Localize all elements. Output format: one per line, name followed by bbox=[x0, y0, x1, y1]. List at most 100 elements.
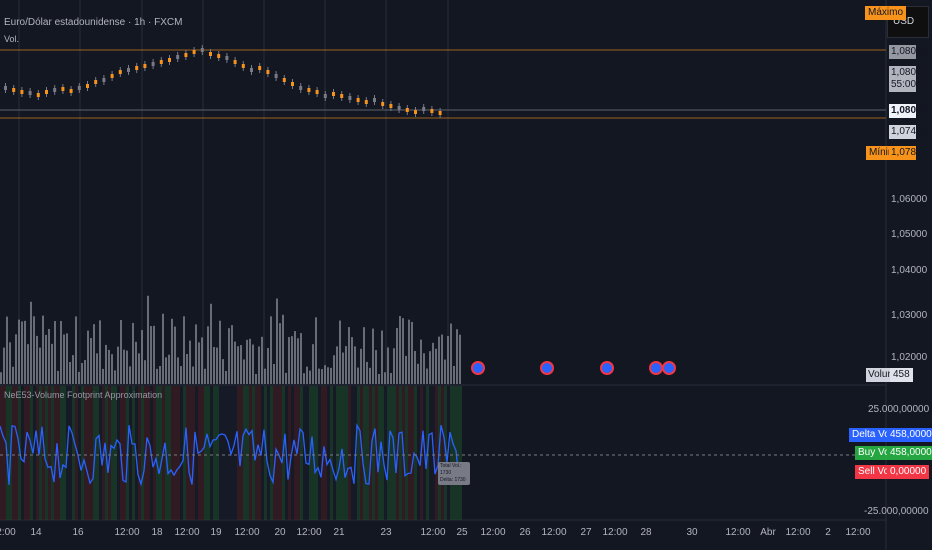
volume-bar bbox=[333, 355, 335, 384]
time-tick: 23 bbox=[380, 527, 392, 538]
volume-bar bbox=[132, 322, 134, 384]
volume-bar bbox=[441, 334, 443, 384]
signal-band bbox=[399, 386, 402, 520]
candle bbox=[20, 90, 24, 94]
candle bbox=[241, 64, 245, 68]
volume-bar bbox=[42, 315, 44, 384]
volume-bar bbox=[51, 343, 53, 384]
signal-band bbox=[111, 386, 114, 520]
indicator-tooltip: Total Vol.: 1730 Delta: 1730 bbox=[438, 462, 470, 485]
time-tick: 12:00 bbox=[174, 527, 200, 538]
volume-bar bbox=[297, 338, 299, 384]
signal-band bbox=[129, 386, 132, 520]
volume-bar bbox=[267, 348, 269, 384]
volume-bar bbox=[0, 372, 2, 384]
time-tick: 16 bbox=[72, 527, 84, 538]
volume-bar bbox=[87, 330, 89, 384]
signal-band bbox=[189, 386, 192, 520]
volume-bar bbox=[81, 362, 83, 384]
signal-band bbox=[39, 386, 42, 520]
volume-bar bbox=[225, 370, 227, 384]
candle bbox=[36, 93, 40, 97]
candle bbox=[200, 48, 204, 52]
volume-bar bbox=[417, 363, 419, 384]
event-flag-icon bbox=[649, 361, 663, 375]
signal-band bbox=[156, 386, 159, 520]
signal-band bbox=[27, 386, 30, 520]
signal-band bbox=[84, 386, 87, 520]
signal-band bbox=[117, 386, 120, 520]
candle bbox=[151, 62, 155, 66]
volume-bar bbox=[291, 336, 293, 384]
volume-bar bbox=[282, 314, 284, 384]
volume-bar bbox=[327, 367, 329, 384]
signal-band bbox=[288, 386, 291, 520]
volume-bar bbox=[3, 347, 5, 384]
signal-band bbox=[45, 386, 48, 520]
signal-band bbox=[90, 386, 93, 520]
volume-bar bbox=[15, 334, 17, 384]
signal-band bbox=[321, 386, 324, 520]
volume-bar bbox=[261, 336, 263, 384]
volume-bar bbox=[426, 368, 428, 384]
delta-volume-line bbox=[0, 422, 460, 487]
time-tick: 20 bbox=[274, 527, 286, 538]
signal-band bbox=[363, 386, 366, 520]
volume-bar bbox=[435, 348, 437, 384]
volume-bar bbox=[396, 328, 398, 384]
volume-bar bbox=[186, 353, 188, 384]
signal-band bbox=[291, 386, 294, 520]
volume-bar bbox=[63, 334, 65, 384]
time-tick: 12:00 bbox=[845, 527, 871, 538]
tooltip-total: Total Vol.: 1730 bbox=[440, 463, 462, 476]
signal-band bbox=[123, 386, 126, 520]
signal-band bbox=[330, 386, 333, 520]
volume-bar bbox=[459, 334, 461, 384]
signal-band bbox=[357, 386, 360, 520]
event-flag-icon bbox=[600, 361, 614, 375]
candle bbox=[323, 94, 327, 98]
volume-bar bbox=[180, 366, 182, 384]
signal-band bbox=[147, 386, 150, 520]
price-current-value: 1,08022 bbox=[891, 67, 928, 78]
signal-band bbox=[411, 386, 414, 520]
volume-bar bbox=[153, 325, 155, 384]
volume-bar bbox=[408, 319, 410, 384]
candle bbox=[430, 109, 434, 113]
signal-band bbox=[75, 386, 78, 520]
signal-band bbox=[345, 386, 348, 520]
signal-band bbox=[114, 386, 117, 520]
signal-band bbox=[450, 386, 453, 520]
volume-bar bbox=[78, 371, 80, 384]
volume-bar bbox=[30, 301, 32, 384]
indicator-axis-top: 25.000,00000 bbox=[868, 404, 930, 415]
volume-bar bbox=[252, 344, 254, 384]
volume-bar bbox=[54, 321, 56, 384]
volume-legend-label[interactable]: Vol. bbox=[4, 34, 20, 44]
signal-band bbox=[384, 386, 387, 520]
candle bbox=[143, 64, 147, 68]
signal-band bbox=[267, 386, 270, 520]
volume-bar bbox=[324, 365, 326, 384]
candle bbox=[258, 66, 262, 70]
volume-bar bbox=[204, 368, 206, 384]
currency-label: USD bbox=[893, 16, 915, 27]
signal-band bbox=[222, 386, 225, 520]
indicator-title[interactable]: NeE53-Volume Footprint Approximation bbox=[4, 390, 163, 400]
signal-band bbox=[264, 386, 267, 520]
volume-bar bbox=[300, 333, 302, 384]
candle bbox=[389, 104, 393, 108]
volume-bar bbox=[201, 337, 203, 384]
volume-bar bbox=[90, 338, 92, 384]
signal-band bbox=[369, 386, 372, 520]
signal-band bbox=[231, 386, 234, 520]
price-box-low: 1,07445 bbox=[889, 125, 928, 139]
volume-bar bbox=[177, 357, 179, 384]
symbol-title[interactable]: Euro/Dólar estadounidense · 1h · FXCM bbox=[4, 17, 183, 28]
candle bbox=[315, 90, 319, 94]
price-label: 1,06000 bbox=[891, 194, 928, 205]
volume-bar bbox=[246, 339, 248, 384]
signal-band bbox=[42, 386, 45, 520]
candle bbox=[192, 50, 196, 54]
